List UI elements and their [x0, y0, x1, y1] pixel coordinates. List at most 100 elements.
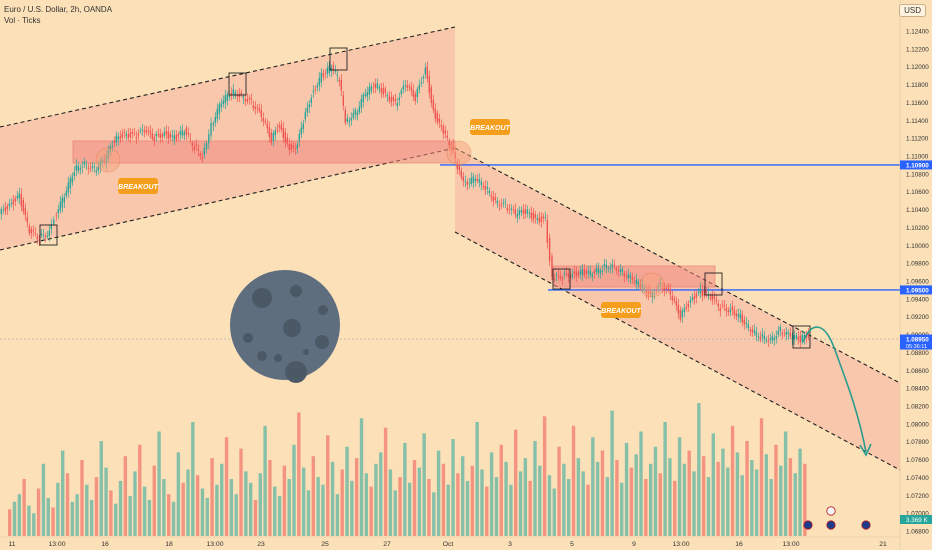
- candle-body: [230, 93, 232, 95]
- price-tick-label: 1.08800: [906, 350, 929, 357]
- time-tick-label: 13:00: [206, 541, 223, 548]
- candle-body: [420, 82, 422, 84]
- volume-bar: [306, 490, 311, 536]
- candle-body: [71, 176, 73, 183]
- candle-body: [356, 112, 358, 116]
- indicator-title[interactable]: Vol · Ticks: [4, 16, 41, 25]
- candle-body: [522, 210, 524, 214]
- volume-bar: [364, 473, 368, 536]
- candle-body: [75, 165, 77, 171]
- candle-body: [472, 176, 474, 184]
- candle-body: [697, 292, 699, 294]
- candle-body: [591, 274, 593, 277]
- candle-body: [248, 98, 250, 100]
- volume-bar: [157, 431, 161, 536]
- price-tag-countdown: 05:36:11: [906, 344, 927, 350]
- candle-body: [95, 170, 97, 173]
- symbol-title[interactable]: Euro / U.S. Dollar, 2h, OANDA: [4, 5, 113, 14]
- candle-body: [129, 132, 131, 138]
- candle-body: [747, 324, 749, 328]
- volume-bar: [181, 482, 185, 536]
- candle-body: [585, 270, 587, 275]
- candle-body: [787, 332, 789, 334]
- candle-body: [24, 208, 26, 216]
- price-tick-label: 1.12200: [906, 46, 929, 53]
- volume-bar: [354, 458, 359, 536]
- volume-bar: [422, 433, 426, 536]
- breakout-circle: [639, 272, 665, 298]
- price-tick-label: 1.11200: [906, 136, 929, 143]
- volume-bar: [610, 410, 614, 536]
- volume-bar: [311, 456, 315, 536]
- volume-bar: [379, 452, 383, 536]
- volume-bar: [330, 461, 335, 536]
- candle-body: [408, 85, 410, 88]
- time-tick-label: 23: [257, 541, 265, 548]
- volume-bar: [297, 412, 301, 536]
- candle-body: [629, 274, 631, 279]
- volume-bar: [8, 509, 12, 536]
- candle-body: [442, 126, 444, 134]
- candle-body: [236, 95, 238, 97]
- candle-body: [783, 334, 785, 336]
- currency-button[interactable]: USD: [899, 4, 926, 17]
- volume-bar: [316, 477, 320, 536]
- candle-body: [486, 186, 488, 189]
- volume-bar: [374, 463, 378, 536]
- volume-bar: [745, 441, 749, 536]
- candle-body: [332, 65, 334, 71]
- volume-bar: [152, 465, 156, 536]
- candle-body: [360, 99, 362, 108]
- candle-body: [593, 271, 595, 274]
- candle-body: [155, 134, 157, 137]
- volume-bar: [234, 494, 238, 536]
- candle-body: [274, 131, 276, 136]
- candle-body: [50, 224, 52, 230]
- breakout-label: BREAKOUT: [470, 125, 510, 132]
- candle-body: [544, 217, 546, 219]
- candle-body: [189, 138, 191, 139]
- candle-body: [318, 77, 320, 86]
- candle-body: [514, 209, 516, 215]
- candle-body: [161, 134, 163, 138]
- highlight-box: [792, 325, 811, 349]
- candle-body: [496, 200, 498, 204]
- candle-body: [368, 87, 370, 95]
- candle-body: [205, 143, 208, 150]
- candle-body: [526, 209, 528, 214]
- volume-tag-bg: [900, 515, 932, 524]
- economic-event-icon: [803, 520, 813, 530]
- candle-body: [536, 218, 538, 220]
- candle-body: [583, 268, 585, 276]
- volume-bar: [465, 480, 470, 536]
- volume-bar: [504, 461, 508, 536]
- candle-body: [707, 293, 709, 294]
- volume-bar: [706, 477, 711, 536]
- candle-body: [719, 307, 721, 311]
- moon-crater: [290, 285, 302, 297]
- candle-body: [252, 105, 254, 109]
- ascending-channel-fill: [0, 27, 455, 250]
- candle-body: [422, 77, 424, 79]
- candle-body: [404, 85, 406, 87]
- volume-bar: [51, 507, 55, 536]
- breakout-label: BREAKOUT: [118, 184, 158, 191]
- candle-body: [633, 281, 635, 283]
- candle-body: [181, 129, 183, 136]
- price-tick-label: 1.11600: [906, 100, 929, 107]
- candle-body: [502, 202, 504, 204]
- candle-body: [330, 67, 332, 72]
- volume-bar: [595, 461, 600, 536]
- volume-bar: [692, 471, 696, 536]
- candle-body: [567, 273, 569, 278]
- candle-body: [338, 79, 340, 82]
- candle-body: [234, 91, 236, 96]
- candle-body: [524, 208, 526, 215]
- volume-bar: [340, 469, 344, 536]
- candle-body: [490, 195, 492, 198]
- candle-body: [342, 95, 344, 106]
- candle-body: [739, 313, 741, 319]
- candle-body: [370, 86, 372, 92]
- candle-body: [214, 116, 216, 123]
